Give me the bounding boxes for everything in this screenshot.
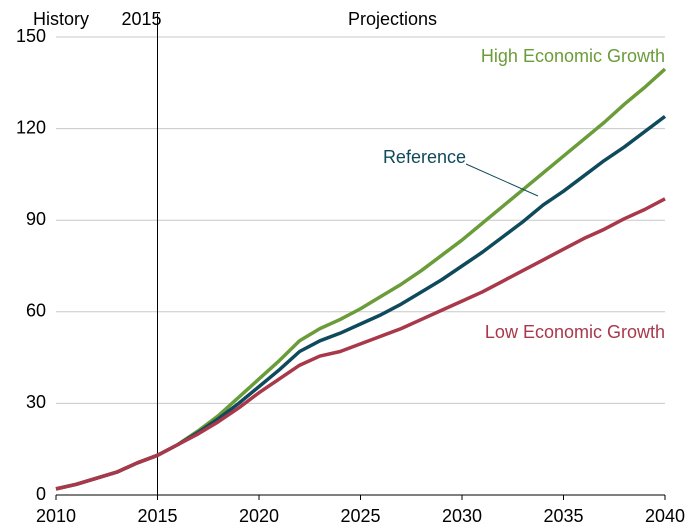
x-tick-label: 2035 xyxy=(543,506,583,526)
y-tick-label: 0 xyxy=(36,484,46,504)
x-tick-label: 2040 xyxy=(645,506,685,526)
series-label: High Economic Growth xyxy=(481,46,665,66)
series-line xyxy=(55,67,667,491)
x-tick-label: 2030 xyxy=(442,506,482,526)
series-line xyxy=(55,197,666,491)
y-tick-label: 150 xyxy=(16,26,46,46)
history-label: History xyxy=(33,9,89,29)
leader-line xyxy=(465,163,539,197)
series-label: Low Economic Growth xyxy=(485,322,665,342)
series-label: Reference xyxy=(383,147,466,167)
y-tick-label: 120 xyxy=(16,117,46,137)
projections-label: Projections xyxy=(348,9,437,29)
x-tick-label: 2025 xyxy=(340,506,380,526)
x-tick-label: 2010 xyxy=(36,506,76,526)
x-tick-label: 2015 xyxy=(137,506,177,526)
divider-label: 2015 xyxy=(121,9,161,29)
x-tick-label: 2020 xyxy=(239,506,279,526)
series-line xyxy=(55,114,667,491)
y-tick-label: 30 xyxy=(26,392,46,412)
y-tick-label: 90 xyxy=(26,209,46,229)
y-tick-label: 60 xyxy=(26,301,46,321)
